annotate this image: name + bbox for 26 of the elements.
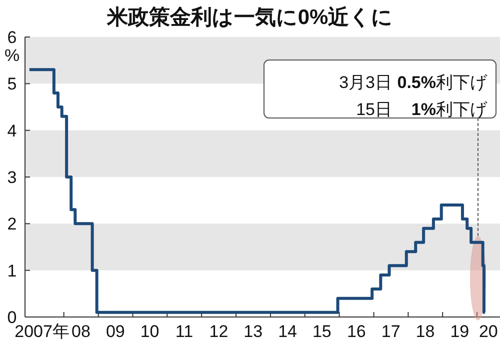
x-tick-label: 11 [175, 322, 194, 341]
y-axis-title: % [4, 46, 20, 65]
y-tick-label: 6 [7, 28, 17, 47]
x-tick-label: 15 [312, 322, 332, 341]
y-tick-label: 1 [7, 261, 17, 280]
annotation: 3月3日 0.5%利下げ [339, 73, 488, 92]
y-tick-label: 2 [7, 214, 17, 234]
x-tick-label: 12 [209, 322, 228, 341]
x-tick-label: 19 [450, 322, 470, 341]
x-tick-label: 20 [478, 322, 498, 341]
x-tick-label: 18 [416, 322, 435, 341]
x-tick-label: 14 [278, 322, 297, 341]
y-tick-label: 5 [7, 74, 17, 94]
y-tick-label: 0 [7, 308, 17, 327]
annotation: 15日 1%利下げ [356, 100, 488, 119]
x-tick-label: 13 [244, 322, 263, 341]
x-tick-label: 09 [106, 322, 125, 341]
chart-title: 米政策金利は一気に0%近くに [106, 6, 394, 29]
y-tick-label: 4 [7, 121, 17, 140]
x-tick-label: 17 [381, 322, 400, 341]
y-tick-label: 3 [7, 168, 17, 187]
annotation-callout: 3月3日 0.5%利下げ 15日 1%利下げ [264, 60, 496, 237]
x-tick-label: 10 [140, 322, 160, 341]
x-tick-label: 2007年 [14, 322, 70, 341]
x-tick-label: 08 [72, 322, 90, 341]
x-tick-label: 16 [346, 322, 366, 341]
